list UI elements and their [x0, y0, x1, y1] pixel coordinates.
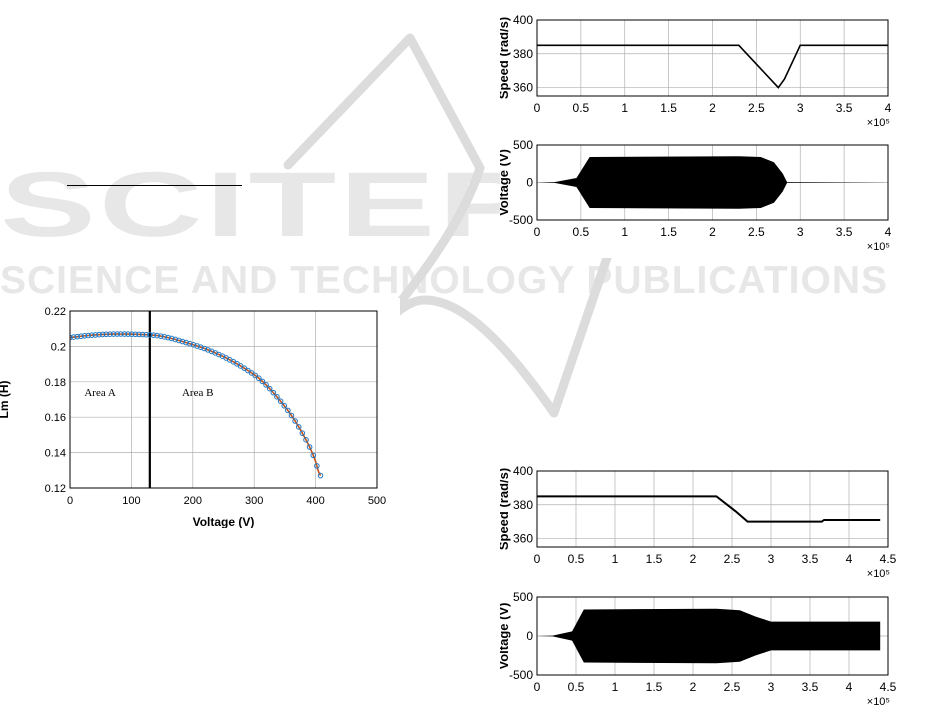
svg-text:2: 2: [690, 552, 697, 566]
svg-text:0: 0: [534, 680, 541, 694]
svg-text:4.5: 4.5: [880, 680, 897, 694]
svg-text:0.2: 0.2: [51, 341, 66, 353]
svg-text:0: 0: [534, 552, 541, 566]
svg-text:400: 400: [513, 464, 533, 478]
svg-text:0: 0: [534, 101, 541, 115]
svg-text:1.5: 1.5: [646, 680, 663, 694]
svg-text:2.5: 2.5: [724, 552, 741, 566]
svg-text:0: 0: [67, 495, 73, 507]
svg-text:Lm (H): Lm (H): [0, 381, 11, 419]
svg-text:300: 300: [245, 495, 263, 507]
svg-text:0.12: 0.12: [45, 483, 66, 495]
svg-text:3.5: 3.5: [802, 552, 819, 566]
svg-text:4: 4: [846, 680, 853, 694]
svg-text:400: 400: [306, 495, 324, 507]
svg-text:4: 4: [885, 225, 892, 239]
svg-text:500: 500: [368, 495, 386, 507]
svg-text:4.5: 4.5: [880, 552, 897, 566]
svg-text:0: 0: [526, 629, 533, 643]
svg-text:1.5: 1.5: [660, 101, 677, 115]
svg-text:3.5: 3.5: [802, 680, 819, 694]
svg-text:1: 1: [621, 225, 628, 239]
svg-text:1: 1: [612, 552, 619, 566]
svg-text:2.5: 2.5: [748, 101, 765, 115]
svg-text:Speed (rad/s): Speed (rad/s): [500, 17, 511, 99]
svg-text:2.5: 2.5: [748, 225, 765, 239]
svg-text:2.5: 2.5: [724, 680, 741, 694]
svg-text:0.18: 0.18: [45, 377, 66, 389]
svg-text:0.5: 0.5: [568, 680, 585, 694]
svg-text:Area B: Area B: [182, 387, 213, 399]
svg-text:SCIENCE AND TECHNOLOGY PUBLICA: SCIENCE AND TECHNOLOGY PUBLICATIONS: [0, 259, 888, 302]
svg-text:500: 500: [513, 138, 533, 152]
svg-text:1: 1: [621, 101, 628, 115]
svg-text:3.5: 3.5: [836, 101, 853, 115]
svg-text:0: 0: [534, 225, 541, 239]
svg-text:3: 3: [768, 680, 775, 694]
svg-text:×10⁵: ×10⁵: [867, 696, 890, 708]
svg-text:360: 360: [513, 532, 533, 546]
svg-text:-500: -500: [509, 213, 533, 227]
svg-text:×10⁵: ×10⁵: [867, 241, 890, 253]
svg-text:Voltage (V): Voltage (V): [500, 603, 511, 670]
svg-text:0.14: 0.14: [45, 448, 66, 460]
svg-text:3.5: 3.5: [836, 225, 853, 239]
svg-text:2: 2: [709, 101, 716, 115]
svg-text:3: 3: [797, 225, 804, 239]
svg-text:Voltage (V): Voltage (V): [500, 149, 511, 216]
svg-text:100: 100: [122, 495, 140, 507]
svg-text:2: 2: [690, 680, 697, 694]
svg-text:2: 2: [709, 225, 716, 239]
svg-text:380: 380: [513, 47, 533, 61]
svg-text:1: 1: [612, 680, 619, 694]
svg-text:Area A: Area A: [84, 387, 116, 399]
svg-text:0.5: 0.5: [573, 225, 590, 239]
svg-text:400: 400: [513, 13, 533, 27]
svg-text:Voltage (V): Voltage (V): [193, 515, 255, 528]
svg-text:360: 360: [513, 81, 533, 95]
svg-text:1.5: 1.5: [646, 552, 663, 566]
svg-text:380: 380: [513, 498, 533, 512]
svg-text:-500: -500: [509, 668, 533, 682]
svg-text:4: 4: [846, 552, 853, 566]
svg-text:0.22: 0.22: [45, 306, 66, 318]
svg-text:0.5: 0.5: [573, 101, 590, 115]
svg-text:200: 200: [184, 495, 202, 507]
svg-text:500: 500: [513, 590, 533, 604]
svg-text:Speed (rad/s): Speed (rad/s): [500, 468, 511, 550]
svg-text:3: 3: [797, 101, 804, 115]
svg-text:0: 0: [526, 176, 533, 190]
svg-text:×10⁵: ×10⁵: [867, 568, 890, 580]
svg-text:1.5: 1.5: [660, 225, 677, 239]
svg-text:0.5: 0.5: [568, 552, 585, 566]
svg-text:4: 4: [885, 101, 892, 115]
svg-text:3: 3: [768, 552, 775, 566]
svg-text:0.16: 0.16: [45, 412, 66, 424]
